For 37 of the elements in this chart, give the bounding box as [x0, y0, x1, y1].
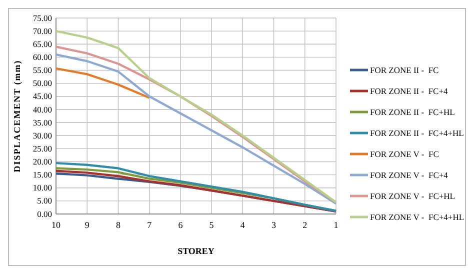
y-tick-label: 70.00: [32, 26, 52, 36]
x-tick-label: 1: [334, 220, 338, 230]
y-tick-label: 35.00: [32, 117, 52, 128]
y-tick-label: 15.00: [32, 170, 52, 180]
y-tick-label: 20.00: [32, 156, 52, 167]
y-tick-label: 40.00: [32, 104, 52, 114]
legend-label: FOR ZONE II - FC: [370, 64, 440, 75]
y-tick-label: 65.00: [32, 38, 52, 49]
x-tick-label: 7: [147, 220, 152, 230]
line-series: [54, 67, 150, 99]
x-tick-label: 4: [240, 220, 246, 230]
legend-label: FOR ZONE V - FC+4: [370, 170, 449, 180]
y-tick-label: 5.00: [37, 196, 52, 206]
legend-label: FOR ZONE V - FC: [370, 148, 440, 159]
x-tick-label: 5: [209, 220, 214, 230]
y-tick-label: 25.00: [32, 143, 52, 154]
legend-label: FOR ZONE II - FC+HL: [370, 106, 455, 117]
legend-label: FOR ZONE II - FC+4+HL: [370, 128, 464, 138]
x-tick-label: 9: [84, 220, 90, 230]
x-tick-label: 8: [116, 220, 121, 230]
y-tick-label: 75.00: [32, 12, 52, 23]
y-tick-label: 0.00: [37, 208, 52, 219]
y-tick-label: 50.00: [32, 78, 52, 88]
y-tick-label: 55.00: [32, 65, 52, 76]
x-tick-label: 6: [178, 220, 184, 230]
legend-label: FOR ZONE V - FC+4+HL: [370, 212, 464, 222]
x-tick-label: 2: [302, 220, 308, 230]
legend-label: FOR ZONE II - FC+4: [370, 86, 449, 96]
y-axis-title: DISPLACEMENT (mm): [12, 60, 22, 172]
x-tick-label: 3: [272, 220, 277, 230]
y-tick-label: 30.00: [32, 130, 52, 140]
y-tick-label: 45.00: [32, 91, 52, 102]
y-tick-label: 10.00: [32, 182, 52, 193]
x-axis-title: STOREY: [178, 246, 215, 256]
legend-label: FOR ZONE V - FC+HL: [370, 190, 456, 201]
y-tick-label: 60.00: [32, 52, 52, 62]
x-tick-label: 10: [52, 220, 61, 230]
